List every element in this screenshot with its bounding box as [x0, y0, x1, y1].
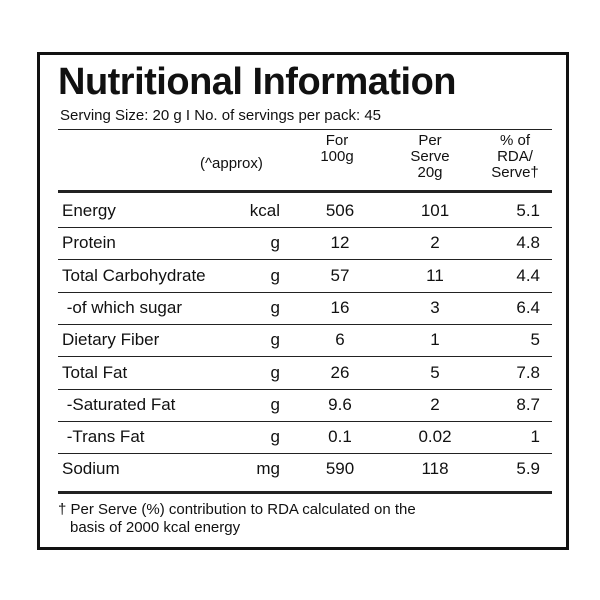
cell-per100: 12: [330, 233, 350, 253]
cell-unit: g: [270, 394, 280, 414]
row-divider: [58, 388, 552, 390]
cell-rda: 5: [530, 330, 540, 350]
cell-name: Energy: [62, 201, 116, 220]
cell-rda: 1: [530, 427, 540, 447]
header-line: 100g: [320, 148, 354, 165]
serving-info: Serving Size: 20 g I No. of servings per…: [60, 107, 381, 124]
cell-per100: 590: [325, 459, 355, 479]
cell-name: -of which sugar: [62, 297, 182, 317]
cell-rda: 4.8: [516, 233, 540, 253]
cell-unit: g: [270, 233, 280, 253]
header-per-100g: For 100g: [302, 133, 372, 165]
cell-unit: g: [270, 362, 280, 382]
cell-name: Total Fat: [62, 362, 128, 382]
header-line: % of: [499, 132, 530, 149]
footnote-line: † Per Serve (%) contribution to RDA calc…: [58, 501, 416, 518]
panel-title: Nutritional Information: [58, 61, 457, 103]
cell-serve: 118: [421, 459, 449, 479]
row-divider: [58, 259, 552, 261]
cell-rda: 8.7: [516, 394, 540, 414]
header-per-serve: Per Serve 20g: [395, 133, 465, 181]
cell-serve: 5: [430, 362, 440, 382]
cell-rda: 6.4: [516, 297, 540, 317]
cell-rda: 5.1: [516, 201, 540, 220]
cell-unit: g: [270, 330, 280, 350]
header-line: For: [325, 132, 349, 149]
header-divider: [58, 190, 552, 193]
cell-per100: 9.6: [328, 394, 352, 414]
row-divider: [58, 323, 552, 325]
cell-rda: 5.9: [516, 459, 540, 479]
row-divider: [58, 356, 552, 358]
cell-serve: 2: [430, 233, 440, 253]
cell-per100: 57: [330, 265, 350, 285]
cell-unit: kcal: [249, 201, 280, 220]
cell-name: Total Carbohydrate: [62, 265, 206, 285]
cell-unit: g: [270, 427, 280, 447]
cell-name: -Trans Fat: [62, 427, 145, 447]
row-divider: [58, 420, 552, 422]
header-line: Serve: [410, 148, 450, 165]
cell-per100: 16: [330, 297, 350, 317]
row-divider: [58, 291, 552, 293]
footer-divider: [58, 491, 552, 494]
nutrition-panel: Nutritional Information Serving Size: 20…: [37, 52, 569, 550]
cell-per100: 6: [335, 330, 345, 350]
row-divider: [58, 453, 552, 455]
footnote-line: basis of 2000 kcal energy: [70, 519, 241, 536]
row-divider: [58, 227, 552, 228]
divider: [58, 129, 552, 130]
cell-name: Protein: [62, 233, 116, 253]
header-line: 20g: [417, 164, 443, 181]
cell-rda: 4.4: [516, 265, 540, 285]
header-line: RDA/: [497, 148, 533, 165]
cell-serve: 0.02: [418, 427, 452, 447]
cell-serve: 11: [426, 265, 444, 285]
cell-serve: 101: [420, 201, 450, 220]
cell-serve: 3: [430, 297, 440, 317]
cell-rda: 7.8: [516, 362, 540, 382]
cell-name: -Saturated Fat: [62, 394, 176, 414]
cell-per100: 0.1: [328, 427, 352, 447]
cell-per100: 506: [325, 201, 355, 220]
cell-unit: g: [270, 265, 280, 285]
header-rda: % of RDA/ Serve†: [480, 133, 550, 181]
cell-per100: 26: [330, 362, 350, 382]
cell-name: Dietary Fiber: [62, 330, 160, 350]
footnote: † Per Serve (%) contribution to RDA calc…: [58, 501, 558, 537]
approx-note: (^approx): [200, 155, 263, 172]
header-line: Per: [418, 132, 442, 149]
cell-serve: 1: [430, 330, 440, 350]
header-line: Serve†: [491, 164, 539, 181]
cell-name: Sodium: [62, 459, 120, 479]
cell-serve: 2: [430, 394, 440, 414]
cell-unit: g: [270, 297, 280, 317]
cell-unit: mg: [256, 459, 280, 479]
